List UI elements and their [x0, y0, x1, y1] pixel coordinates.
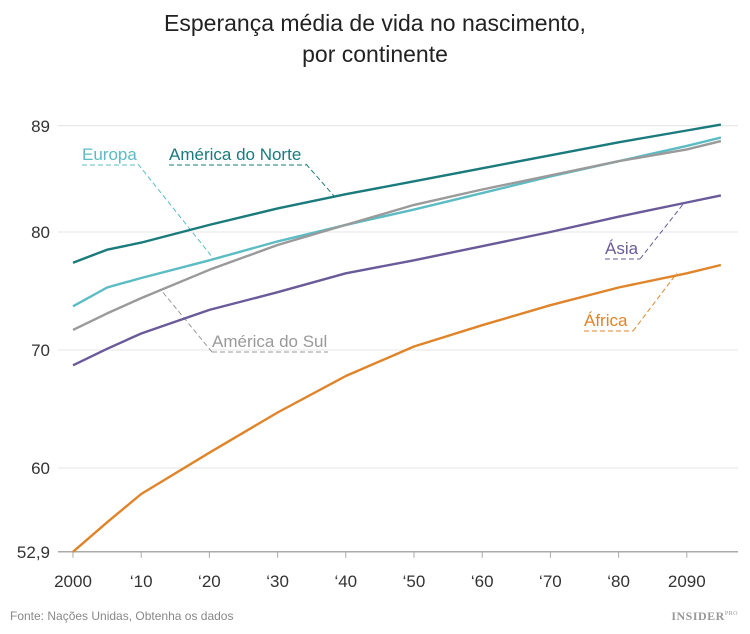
series-label: América do Norte [169, 145, 301, 164]
label-leader-line [137, 163, 214, 259]
x-tick-label: ‘80 [607, 572, 630, 591]
y-tick-label: 80 [31, 223, 50, 242]
x-tick-label: ‘40 [334, 572, 357, 591]
chart-title-line-1: Esperança média de vida no nascimento, [164, 10, 586, 36]
insider-pro-logo: INSIDERPRO [671, 609, 738, 624]
series-line--frica [72, 263, 722, 553]
y-tick-label: 60 [31, 459, 50, 478]
label-leader-line [305, 163, 335, 197]
logo-text: INSIDER [671, 609, 725, 623]
series-line-am-rica-do-norte [72, 123, 722, 264]
y-tick-label: 89 [31, 117, 50, 136]
label-leader-line [639, 202, 685, 260]
series-label: América do Sul [212, 332, 327, 351]
source-note: Fonte: Nações Unidas, Obtenha os dados [10, 609, 234, 623]
label-leader-line [160, 289, 213, 353]
chart-title-line-2: por continente [302, 41, 448, 67]
x-tick-label: ‘30 [266, 572, 289, 591]
x-tick-label: ‘20 [198, 572, 221, 591]
chart-title: Esperança média de vida no nascimento, p… [0, 8, 750, 70]
logo-sup: PRO [724, 611, 738, 617]
series-label: Europa [82, 145, 137, 164]
x-tick-label: ‘70 [539, 572, 562, 591]
series-label: África [584, 311, 628, 330]
y-tick-label: 70 [31, 341, 50, 360]
x-tick-label: ‘60 [471, 572, 494, 591]
x-tick-label: 2090 [668, 572, 706, 591]
label-leader-line [632, 272, 678, 332]
x-tick-label: ‘50 [403, 572, 426, 591]
y-tick-label: 52,9 [17, 543, 50, 562]
x-tick-label: ‘10 [130, 572, 153, 591]
series-label: Ásia [605, 239, 639, 258]
series-line--sia [72, 194, 722, 367]
series-line-am-rica-do-sul [72, 139, 722, 331]
x-tick-label: 2000 [54, 572, 92, 591]
